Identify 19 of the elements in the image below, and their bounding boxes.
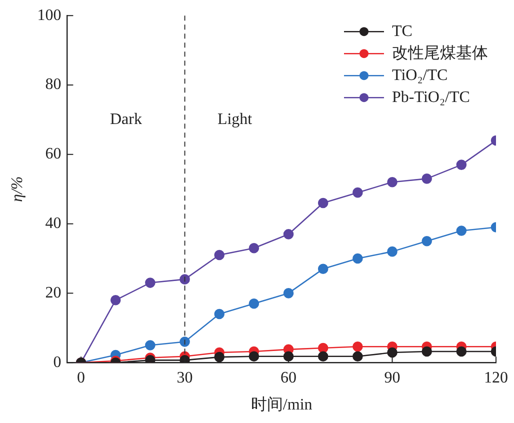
legend-label: TC (392, 22, 412, 40)
legend-label: Pb-TiO₂/TC (392, 88, 470, 106)
legend-label: 改性尾煤基体 (392, 44, 488, 62)
y-tick-label: 60 (45, 146, 62, 163)
y-tick-label: 80 (45, 76, 62, 94)
x-tick-label: 30 (176, 369, 193, 386)
x-tick-label: 120 (484, 369, 508, 386)
y-tick-label: 40 (45, 215, 62, 232)
legend-label: TiO₂/TC (392, 66, 448, 84)
x-tick-label: 90 (384, 369, 400, 386)
y-tick-label: 20 (45, 284, 62, 302)
x-axis-title: 时间/min (250, 396, 312, 414)
y-tick-label: 0 (53, 354, 62, 371)
annotation: Dark (110, 110, 142, 128)
y-axis-title: η/% (8, 176, 26, 202)
x-tick-label: 0 (77, 369, 86, 386)
x-tick-label: 60 (280, 369, 297, 386)
annotation: Light (217, 110, 253, 128)
y-tick-label: 100 (37, 6, 62, 24)
